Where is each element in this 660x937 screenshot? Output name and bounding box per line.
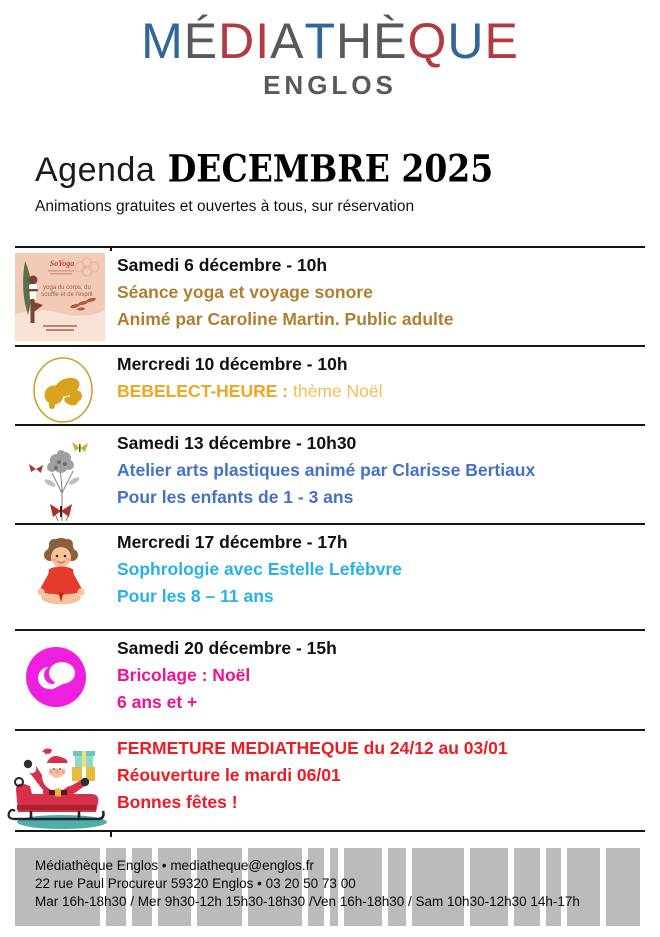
gift-boxes <box>72 751 95 781</box>
logo-letter: É <box>183 13 219 69</box>
speech-bubbles-icon <box>26 647 86 707</box>
footer-stripe <box>412 848 464 926</box>
event-line: Pour les 8 – 11 ans <box>117 586 274 606</box>
meditating-boy-icon <box>37 538 85 605</box>
logo-letter: H <box>336 13 374 69</box>
event-line: Sophrologie avec Estelle Lefèbvre <box>117 559 402 579</box>
footer-stripe <box>158 848 191 926</box>
event-row-arts-plastiques: Samedi 13 décembre - 10h30 Atelier arts … <box>15 424 645 523</box>
footer-hours-line: Mar 16h-18h30 / Mer 9h30-12h 15h30-18h30… <box>35 894 580 909</box>
yoga-poster-illustration: SoYoga yoga du corps, du souffle et de l… <box>15 253 105 341</box>
title-block: Agenda DECEMBRE 2025 Animations gratuite… <box>35 146 660 216</box>
santa-sleigh-image <box>7 734 117 830</box>
event-label-light: thème Noël <box>288 381 383 401</box>
footer-stripe <box>132 848 152 926</box>
sleigh <box>7 777 105 821</box>
footer-address-line: 22 rue Paul Procureur 59320 Englos • 03 … <box>35 876 356 891</box>
closure-line: Bonnes fêtes ! <box>117 792 238 812</box>
logo-wordmark: MÉDIATHÈQUE <box>0 12 660 70</box>
event-label-bold: BEBELECT-HEURE : <box>117 381 289 401</box>
meditating-boy-image <box>15 528 117 629</box>
butterfly-red-left <box>29 464 43 473</box>
footer-stripe <box>514 848 540 926</box>
flower-sketch-image <box>15 429 117 523</box>
footer-stripe <box>344 848 382 926</box>
footer-stripe <box>388 848 406 926</box>
footer-stripe <box>197 848 242 926</box>
closure-line: FERMETURE MEDIATHEQUE du 24/12 au 03/01 <box>117 738 508 758</box>
poster-brand-text: SoYoga <box>50 259 74 268</box>
event-date: Samedi 13 décembre - 10h30 <box>117 433 357 453</box>
logo-letter: T <box>304 13 337 69</box>
logo-letter: Q <box>407 13 448 69</box>
flower-butterflies-icon <box>29 442 88 522</box>
footer-stripe <box>546 848 561 926</box>
event-row-bebelect: Mercredi 10 décembre - 10h BEBELECT-HEUR… <box>15 345 645 424</box>
footer-stripe <box>470 848 508 926</box>
yoga-figure <box>28 275 43 323</box>
event-line: Animé par Caroline Martin. Public adulte <box>117 309 454 329</box>
event-date: Samedi 20 décembre - 15h <box>117 638 337 658</box>
event-row-yoga: SoYoga yoga du corps, du souffle et de l… <box>15 246 645 345</box>
footer-stripe <box>15 848 100 926</box>
event-row-sophrologie: Mercredi 17 décembre - 17h Sophrologie a… <box>15 523 645 629</box>
santa-sleigh-icon <box>7 748 107 829</box>
yoga-poster-image: SoYoga yoga du corps, du souffle et de l… <box>15 251 117 345</box>
event-date: Samedi 6 décembre - 10h <box>117 255 328 275</box>
logo-letter: I <box>255 13 271 69</box>
baby-icon <box>33 357 93 423</box>
footer-stripe <box>567 848 600 926</box>
footer-contact-line: Médiathèque Englos • mediatheque@englos.… <box>35 858 314 873</box>
event-date: Mercredi 17 décembre - 17h <box>117 532 348 552</box>
footer-stripe <box>330 848 338 926</box>
butterfly-yellow <box>72 442 88 452</box>
logo-letter: M <box>141 13 184 69</box>
logo-letter: E <box>484 13 519 69</box>
event-line: Séance yoga et voyage sonore <box>117 282 373 302</box>
butterfly-red-bottom <box>50 504 72 517</box>
logo-subtitle: ENGLOS <box>263 70 397 100</box>
logo-letter: D <box>218 13 256 69</box>
events-table: SoYoga yoga du corps, du souffle et de l… <box>7 246 645 837</box>
poster-tagline-text: souffle et de l'esprit <box>41 292 93 298</box>
footer-stripe <box>606 848 640 926</box>
page-subtitle: Animations gratuites et ouvertes à tous,… <box>35 198 415 215</box>
event-line: Pour les enfants de 1 - 3 ans <box>117 487 354 507</box>
footer-stripe-pattern <box>15 848 640 926</box>
footer-stripe <box>106 848 126 926</box>
event-line: 6 ans et + <box>117 692 198 712</box>
footer: Médiathèque Englos • mediatheque@englos.… <box>15 848 640 926</box>
event-line: Bricolage : Noël <box>117 665 251 685</box>
event-row-bricolage: Samedi 20 décembre - 15h Bricolage : Noë… <box>15 629 645 729</box>
table-column-tick <box>110 246 112 251</box>
baby-storytime-icon <box>15 350 117 424</box>
logo-letter: A <box>270 13 305 69</box>
logo-letter: È <box>373 13 408 69</box>
footer-stripe <box>308 848 324 926</box>
chat-bubbles-image <box>15 634 117 729</box>
month-title: DECEMBRE 2025 <box>167 146 494 191</box>
footer-stripe <box>248 848 302 926</box>
closure-line: Réouverture le mardi 06/01 <box>117 765 341 785</box>
table-column-tick <box>110 832 112 837</box>
event-row-fermeture: FERMETURE MEDIATHEQUE du 24/12 au 03/01 … <box>7 729 645 832</box>
agenda-title: Agenda <box>35 151 156 189</box>
event-date: Mercredi 10 décembre - 10h <box>117 354 348 374</box>
poster-tagline-text: yoga du corps, du <box>43 285 91 291</box>
event-line: Atelier arts plastiques animé par Claris… <box>117 460 536 480</box>
logo-letter: U <box>447 13 485 69</box>
logo: MÉDIATHÈQUE ENGLOS <box>0 0 660 100</box>
event-line: BEBELECT-HEURE : thème Noël <box>117 378 645 405</box>
